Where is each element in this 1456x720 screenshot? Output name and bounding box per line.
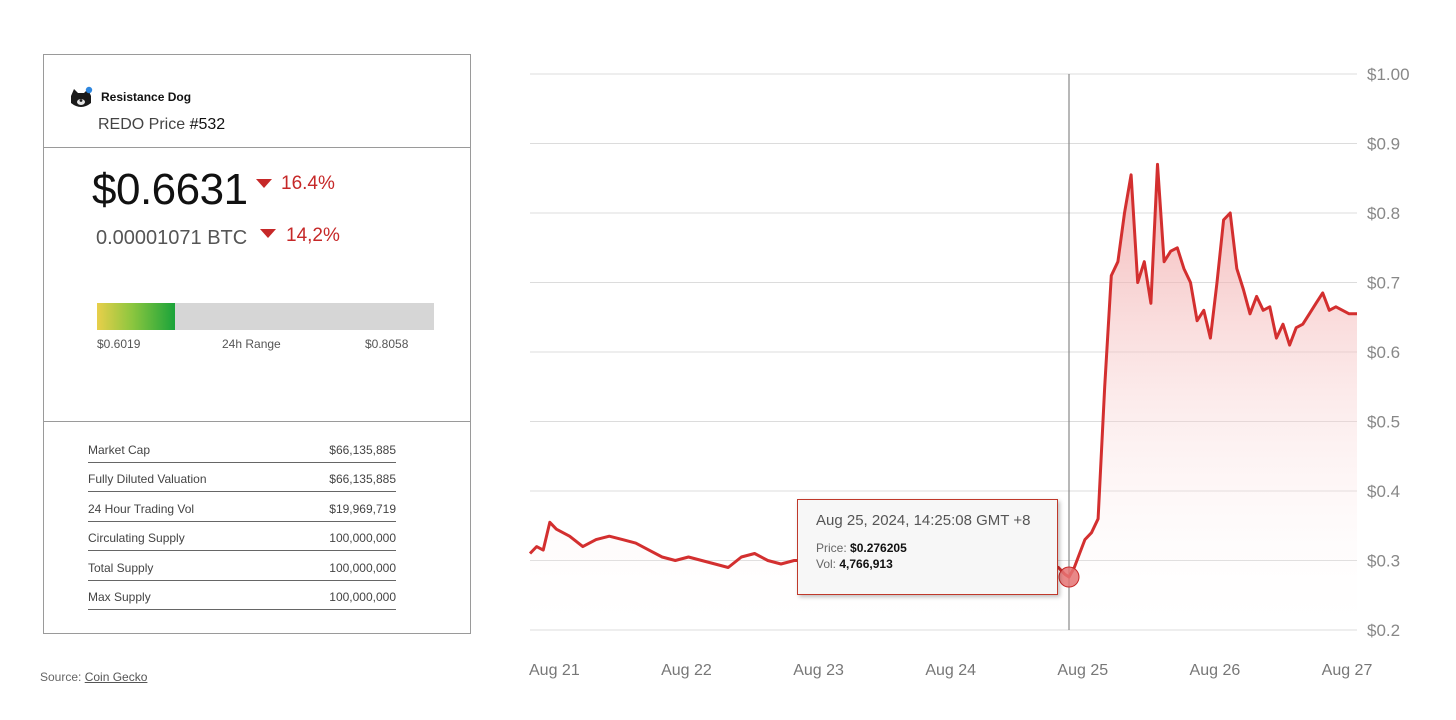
- stat-label: Total Supply: [88, 560, 154, 575]
- stat-row: 24 Hour Trading Vol $19,969,719: [88, 492, 396, 522]
- stat-row: Market Cap $66,135,885: [88, 433, 396, 463]
- coin-info-panel: Resistance Dog REDO Price #532 $0.6631 1…: [43, 54, 471, 634]
- x-tick-label: Aug 23: [793, 662, 844, 679]
- coin-name: Resistance Dog: [101, 90, 192, 104]
- x-tick-label: Aug 21: [529, 662, 580, 679]
- coin-price-label: REDO Price: [98, 116, 186, 133]
- stat-label: Market Cap: [88, 442, 151, 457]
- range-label: 24h Range: [222, 337, 281, 351]
- coin-rank: #532: [189, 116, 226, 133]
- y-tick-label: $1.00: [1367, 65, 1410, 84]
- stat-label: Max Supply: [88, 590, 151, 604]
- source-link[interactable]: Coin Gecko: [84, 670, 148, 684]
- y-tick-label: $0.3: [1367, 552, 1400, 571]
- tooltip-price-label: Price:: [816, 541, 847, 555]
- stat-value: $66,135,885: [329, 442, 396, 457]
- stat-value: 100,000,000: [329, 560, 396, 575]
- tooltip-price: Price: $0.276205: [816, 541, 907, 555]
- tooltip-vol-value: 4,766,913: [839, 557, 893, 571]
- y-tick-label: $0.6: [1367, 343, 1400, 362]
- coin-header: Resistance Dog REDO Price #532: [44, 55, 470, 148]
- y-axis-ticks: $1.00 $0.9 $0.8 $0.7 $0.6 $0.5 $0.4 $0.3 $0.2: [1367, 65, 1410, 640]
- stat-value: 100,000,000: [329, 531, 396, 545]
- chart-tooltip: Aug 25, 2024, 14:25:08 GMT +8 Price: $0.…: [797, 499, 1058, 595]
- y-tick-label: $0.8: [1367, 204, 1400, 223]
- range-bar-fill: [97, 303, 175, 330]
- stat-row: Total Supply 100,000,000: [88, 551, 396, 581]
- stat-label: Circulating Supply: [88, 531, 185, 545]
- price-usd: $0.6631: [92, 165, 248, 214]
- chart-grid: [530, 73, 1357, 631]
- range-high: $0.8058: [365, 337, 409, 351]
- stat-row: Max Supply 100,000,000: [88, 581, 396, 610]
- price-btc: 0.00001071 BTC: [96, 227, 248, 249]
- x-tick-label: Aug 27: [1322, 662, 1373, 679]
- down-arrow-icon: [256, 179, 272, 188]
- x-tick-label: Aug 26: [1190, 662, 1241, 679]
- price-area: [530, 164, 1357, 630]
- stat-row: Circulating Supply 100,000,000: [88, 522, 396, 551]
- x-tick-label: Aug 22: [661, 662, 712, 679]
- stat-label: 24 Hour Trading Vol: [88, 501, 195, 516]
- y-tick-label: $0.7: [1367, 274, 1400, 293]
- tooltip-vol-label: Vol:: [816, 557, 837, 571]
- change-usd: 16.4%: [281, 173, 335, 194]
- x-tick-label: Aug 25: [1057, 662, 1108, 679]
- change-btc: 14,2%: [286, 225, 340, 246]
- stat-value: $66,135,885: [329, 472, 396, 486]
- highlight-point[interactable]: [1058, 566, 1080, 588]
- y-tick-label: $0.5: [1367, 413, 1400, 432]
- stat-value: $19,969,719: [329, 501, 396, 516]
- stat-row: Fully Diluted Valuation $66,135,885: [88, 463, 396, 492]
- range-low: $0.6019: [97, 337, 141, 351]
- down-arrow-icon: [260, 229, 276, 238]
- y-tick-label: $0.9: [1367, 135, 1400, 154]
- range-bar: [97, 303, 434, 330]
- stat-label: Fully Diluted Valuation: [88, 472, 207, 486]
- coin-price-rank: REDO Price #532: [98, 116, 225, 134]
- dog-logo-icon: [71, 86, 93, 107]
- x-tick-label: Aug 24: [925, 662, 976, 679]
- tooltip-price-value: $0.276205: [850, 541, 907, 555]
- price-section: $0.6631 16.4% 0.00001071 BTC 14,2% $0.60…: [44, 147, 470, 422]
- x-axis-ticks: Aug 21 Aug 22 Aug 23 Aug 24 Aug 25 Aug 26 Aug …: [529, 662, 1372, 679]
- source-note: Source: Coin Gecko: [40, 670, 147, 684]
- source-prefix: Source:: [40, 670, 82, 684]
- y-tick-label: $0.2: [1367, 621, 1400, 640]
- tooltip-date: Aug 25, 2024, 14:25:08 GMT +8: [816, 512, 1031, 529]
- y-tick-label: $0.4: [1367, 482, 1400, 501]
- stat-value: 100,000,000: [329, 590, 396, 604]
- stats-table: Market Cap $66,135,885 Fully Diluted Valu…: [88, 433, 396, 610]
- tooltip-vol: Vol: 4,766,913: [816, 557, 893, 571]
